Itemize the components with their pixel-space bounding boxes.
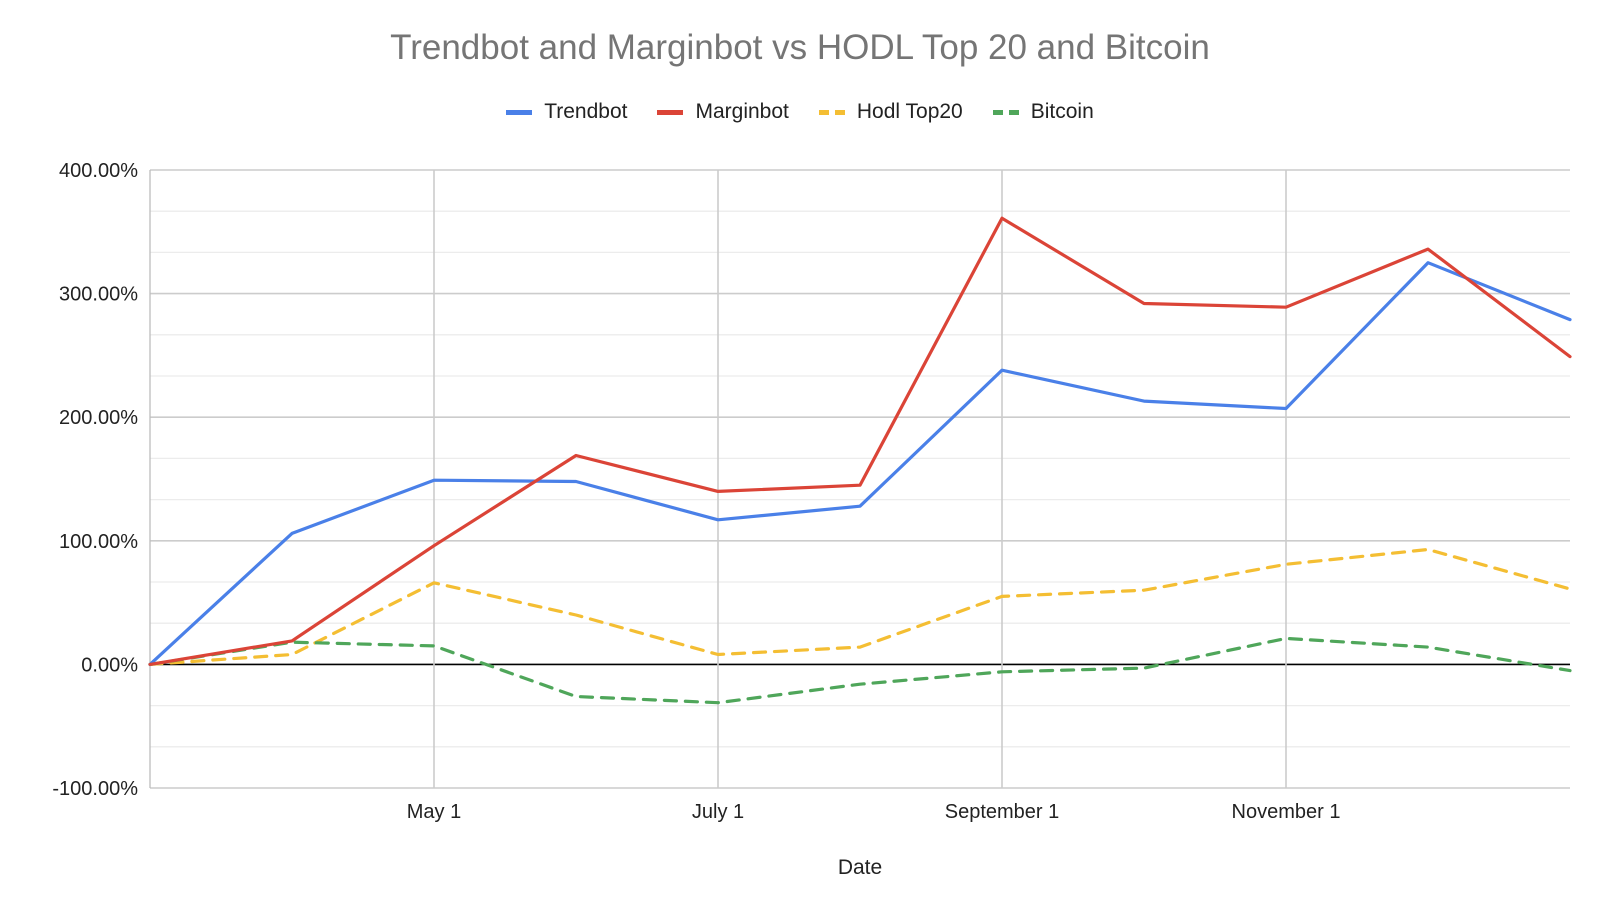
series-line-bitcoin <box>148 636 1572 705</box>
legend-label-bitcoin: Bitcoin <box>1030 100 1094 123</box>
y-tick-label: 200.00% <box>59 407 138 429</box>
legend-label-marginbot: Marginbot <box>695 100 789 123</box>
y-tick-label: -100.00% <box>52 778 138 800</box>
legend-item-bitcoin[interactable]: Bitcoin <box>992 100 1094 124</box>
legend-swatch-trendbot <box>506 109 533 115</box>
x-tick-label: July 1 <box>692 801 744 823</box>
series-line-trendbot <box>148 261 1572 667</box>
x-axis-title: Date <box>838 856 882 879</box>
y-tick-label: 400.00% <box>59 160 138 182</box>
legend-item-marginbot[interactable]: Marginbot <box>657 100 789 124</box>
legend-swatch-marginbot <box>657 109 684 115</box>
legend-item-trendbot[interactable]: Trendbot <box>506 100 627 124</box>
legend-label-trendbot: Trendbot <box>544 100 628 123</box>
legend-label-hodl-top20: Hodl Top20 <box>856 100 963 123</box>
series-line-marginbot <box>148 216 1572 667</box>
legend-swatch-bitcoin <box>992 109 1019 115</box>
x-tick-label: September 1 <box>945 801 1060 823</box>
x-tick-label: November 1 <box>1232 801 1341 823</box>
legend-item-hodl-top20[interactable]: Hodl Top20 <box>818 100 963 124</box>
y-tick-label: 100.00% <box>59 531 138 553</box>
legend-swatch-hodl-top20 <box>818 109 845 115</box>
series-line-hodl-top20 <box>148 547 1572 667</box>
legend: Trendbot Marginbot Hodl Top20 Bitcoin <box>0 100 1600 124</box>
y-tick-label: 300.00% <box>59 284 138 306</box>
chart-title: Trendbot and Marginbot vs HODL Top 20 an… <box>390 28 1210 67</box>
x-tick-label: May 1 <box>407 801 461 823</box>
y-tick-label: 0.00% <box>81 654 138 676</box>
